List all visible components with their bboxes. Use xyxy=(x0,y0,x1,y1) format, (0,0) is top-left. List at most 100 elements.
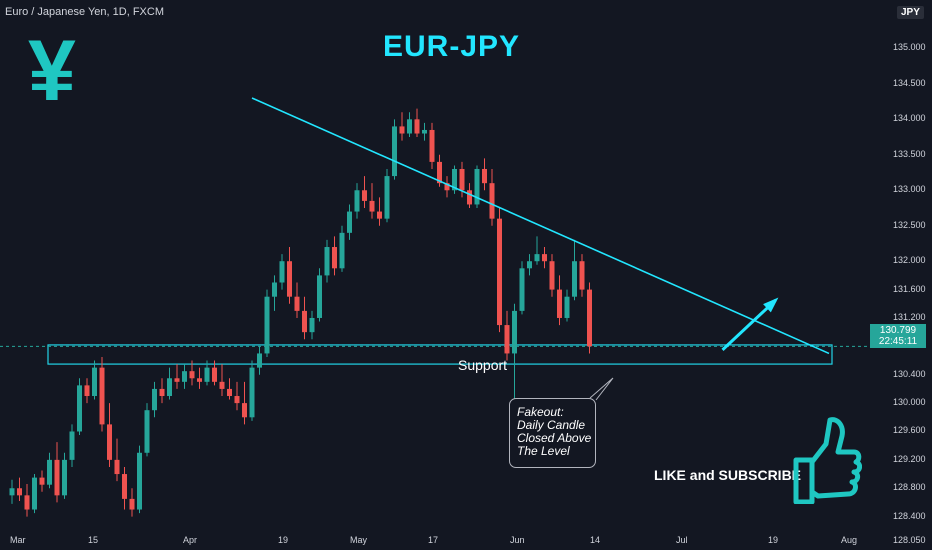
candle-body xyxy=(384,176,390,219)
candle-body xyxy=(54,459,60,496)
time-tick: 19 xyxy=(768,535,779,545)
price-tick: 135.000 xyxy=(893,42,926,53)
like-subscribe-text: LIKE and SUBSCRIBE xyxy=(654,467,802,483)
thumbs-up-icon xyxy=(793,417,862,504)
candle-body xyxy=(362,190,367,201)
candle-body xyxy=(227,388,232,397)
candle-body xyxy=(129,498,135,510)
descending-trendline xyxy=(251,97,830,355)
candle-body xyxy=(459,168,465,191)
candle-body xyxy=(564,296,570,318)
price-tick: 133.500 xyxy=(893,148,926,159)
time-tick: Mar xyxy=(10,535,26,545)
bounce-arrow-shaft xyxy=(721,299,777,351)
candle-body xyxy=(332,247,337,269)
price-tick: 128.050 xyxy=(893,535,926,546)
candle-body xyxy=(69,431,75,460)
candle-body xyxy=(324,247,330,276)
time-tick: Jul xyxy=(676,535,688,545)
candle-body xyxy=(444,183,450,191)
candle-body xyxy=(317,275,322,318)
candle-body xyxy=(294,296,300,311)
current-price-label: 130.799 22:45:11 xyxy=(870,324,926,348)
candle-body xyxy=(519,268,525,311)
candle-body xyxy=(257,353,262,368)
candle-body xyxy=(504,325,510,354)
price-tick: 129.200 xyxy=(893,453,926,464)
fakeout-line: Fakeout: xyxy=(517,405,564,419)
candle-body xyxy=(482,168,487,184)
price-tick: 132.000 xyxy=(893,255,926,266)
fakeout-line: The Level xyxy=(517,444,570,458)
candle-body xyxy=(212,367,217,382)
symbol-header: Euro / Japanese Yen, 1D, FXCM xyxy=(5,6,164,18)
candle-body xyxy=(242,403,247,418)
candle-body xyxy=(309,317,315,333)
time-tick: Jun xyxy=(510,535,525,545)
candle-body xyxy=(279,261,285,283)
fakeout-callout: Fakeout: Daily Candle Closed Above The L… xyxy=(509,398,596,468)
bar-countdown: 22:45:11 xyxy=(878,336,918,347)
candle-body xyxy=(474,168,480,205)
candle-body xyxy=(204,367,210,382)
candle-body xyxy=(512,310,517,354)
candle-body xyxy=(287,261,292,297)
candle-body xyxy=(527,261,532,269)
price-tick: 128.400 xyxy=(893,510,926,521)
candle-body xyxy=(264,296,270,354)
candle-body xyxy=(557,289,562,318)
candle-body xyxy=(399,126,405,134)
candle-body xyxy=(347,211,352,233)
candle-body xyxy=(377,211,382,219)
candle-body xyxy=(452,168,457,191)
candle-body xyxy=(77,385,82,432)
support-zone xyxy=(47,344,833,365)
price-tick: 128.800 xyxy=(893,482,926,493)
candle-body xyxy=(369,200,375,212)
fakeout-line: Closed Above xyxy=(517,431,592,445)
candle-body xyxy=(167,378,172,397)
price-tick: 131.200 xyxy=(893,311,926,322)
candle-body xyxy=(137,452,142,510)
candle-body xyxy=(234,396,240,404)
candle-body xyxy=(24,495,30,510)
price-tick: 130.000 xyxy=(893,397,926,408)
candle-body xyxy=(99,367,105,425)
candle-body xyxy=(467,190,472,205)
candle-body xyxy=(272,282,277,297)
time-tick: 15 xyxy=(88,535,99,545)
candle-body xyxy=(579,261,585,290)
candle-body xyxy=(174,378,180,382)
currency-badge[interactable]: JPY xyxy=(897,6,924,19)
bounce-arrow-head xyxy=(763,297,779,313)
time-tick: May xyxy=(350,535,368,545)
candle-body xyxy=(534,254,540,262)
candle-body xyxy=(114,459,120,475)
candle-body xyxy=(122,474,127,499)
candle-body xyxy=(354,190,360,212)
price-tick: 132.500 xyxy=(893,219,926,230)
candle-body xyxy=(152,388,157,411)
candle-body xyxy=(219,381,225,389)
candle-body xyxy=(497,218,502,326)
price-tick: 131.600 xyxy=(893,283,926,294)
chart-title: EUR-JPY xyxy=(383,30,521,63)
candle-body xyxy=(159,388,165,397)
price-tick: 130.400 xyxy=(893,368,926,379)
price-tick: 129.600 xyxy=(893,425,926,436)
candle-body xyxy=(47,459,52,485)
candle-body xyxy=(407,119,412,134)
callout-pointer xyxy=(589,377,614,401)
candle-body xyxy=(587,289,592,347)
time-tick: Apr xyxy=(183,535,198,545)
candle-body xyxy=(302,310,307,333)
time-tick: 19 xyxy=(278,535,289,545)
current-price: 130.799 xyxy=(879,325,917,336)
candle-body xyxy=(144,410,150,453)
candle-body xyxy=(39,477,45,485)
candle-body xyxy=(189,371,195,379)
candle-body xyxy=(542,254,547,262)
candle-body xyxy=(429,129,435,162)
